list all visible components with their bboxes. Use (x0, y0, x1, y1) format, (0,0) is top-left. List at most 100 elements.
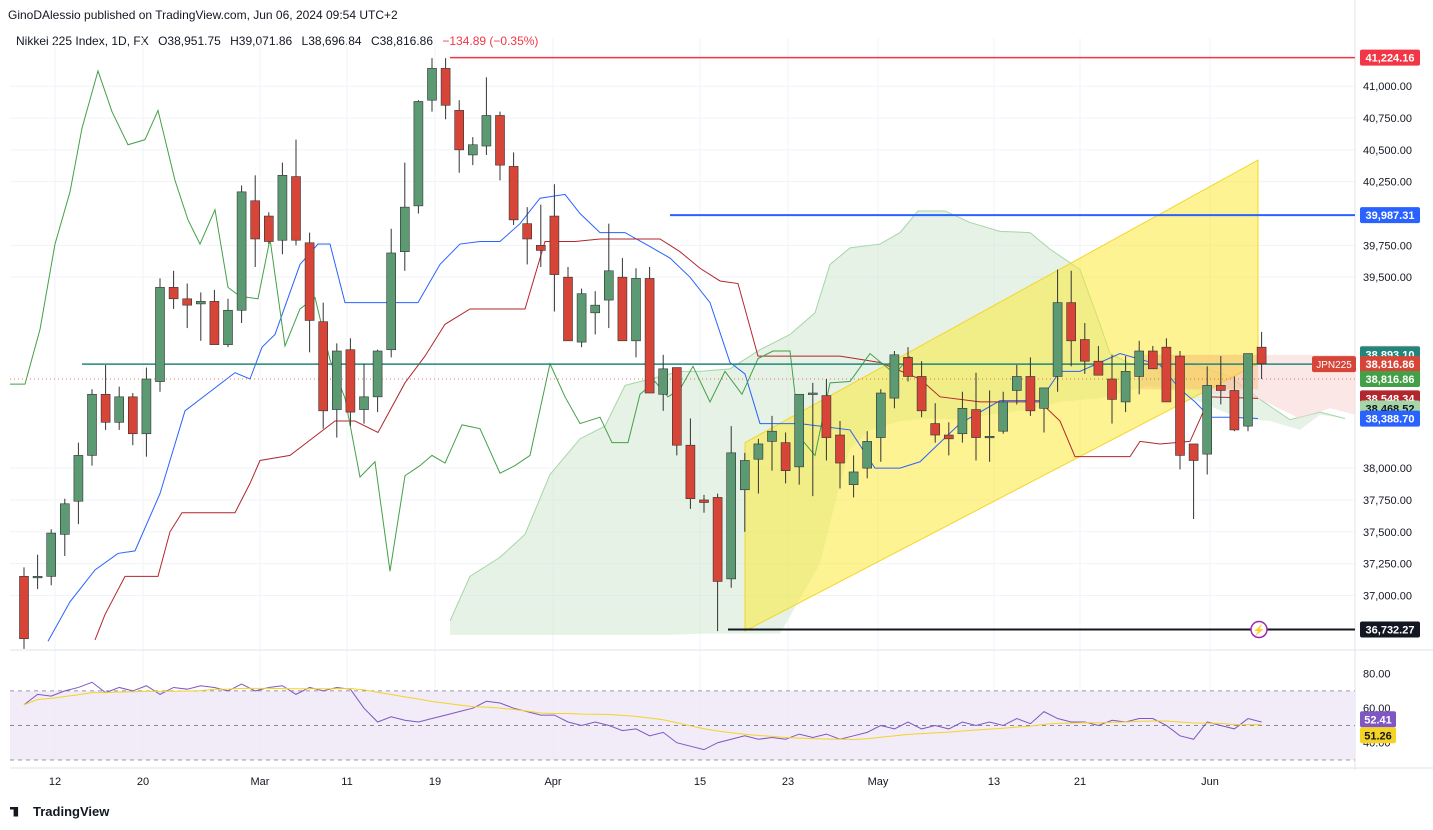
candle-body (128, 396, 138, 435)
price-label-bg (1360, 371, 1420, 388)
time-tick-label: 11 (341, 776, 352, 788)
price-label-bg (1360, 207, 1420, 224)
candle-body (617, 276, 628, 342)
symbol-tag-bg (1312, 356, 1356, 373)
time-tick-label: 13 (988, 776, 1000, 788)
symbol-name[interactable]: Nikkei 225 Index, 1D, FX (16, 34, 149, 48)
tenkan-sen-line (47, 193, 1259, 642)
candle-body (277, 175, 288, 241)
price-label-bg (1360, 346, 1420, 363)
price-label: 38,468.52 (1366, 403, 1415, 415)
indicator-lines (10, 69, 1259, 642)
price-label: 36,732.27 (1366, 625, 1415, 637)
candle-body (862, 441, 873, 469)
candle-body (291, 176, 301, 241)
candle-body (767, 430, 777, 442)
price-label-bg (1360, 390, 1420, 407)
time-tick-label: Mar (251, 776, 270, 788)
candle-body (971, 409, 981, 438)
candle-body (1229, 390, 1240, 431)
legend-high: H39,071.86 (230, 34, 293, 48)
price-label: 13:05:11 (1368, 371, 1411, 383)
candle-body (685, 444, 696, 499)
candle-body (576, 293, 587, 343)
candle-body (1216, 385, 1226, 391)
candle-body (331, 350, 342, 410)
candle-body (467, 144, 478, 156)
candle-body (903, 357, 913, 377)
brand-name: TradingView (33, 804, 110, 819)
rsi-tick-label: 80.00 (1363, 669, 1391, 681)
price-label: 41,224.16 (1366, 53, 1415, 65)
price-tick-label: 39,750.00 (1363, 240, 1412, 252)
candle-body (1080, 339, 1090, 362)
price-tick-label: 40,250.00 (1363, 177, 1412, 189)
price-label: 38,816.86 (1366, 374, 1415, 386)
candle-body (916, 376, 927, 412)
rsi-ma-line (23, 687, 1262, 741)
price-tick-label: 37,500.00 (1363, 527, 1412, 539)
ichimoku-cloud (449, 210, 1355, 635)
price-tick-label: 40,500.00 (1363, 145, 1412, 157)
price-label: 38,816.86 (1366, 359, 1415, 371)
candle-body (794, 393, 805, 468)
candle-body (1039, 387, 1049, 409)
candle-body (1120, 371, 1131, 403)
candle-body (780, 442, 791, 471)
candle-body (1134, 350, 1144, 377)
candle-body (563, 276, 573, 342)
candle-body (46, 532, 57, 577)
candle-body (440, 68, 451, 106)
candle-body (1175, 355, 1185, 456)
channel-fill (744, 159, 1259, 632)
price-label: 38,893.10 (1366, 349, 1415, 361)
time-tick-label: Apr (544, 776, 561, 788)
candle-body (399, 206, 410, 252)
candle-body (318, 321, 329, 412)
price-tick-label: 37,750.00 (1363, 495, 1412, 507)
candle-body (957, 407, 968, 435)
yellow-channel (744, 159, 1259, 632)
candle-body (141, 378, 152, 435)
candle-body (413, 101, 424, 207)
candle-body (100, 393, 111, 423)
price-tick-label: 37,250.00 (1363, 559, 1412, 571)
kijun-sen-line (94, 238, 1259, 641)
price-label: 39,987.31 (1366, 210, 1415, 222)
horizontal-levels: ⚡ (10, 56, 1355, 639)
candle-body (1148, 350, 1158, 370)
price-tick-label: 40,750.00 (1363, 113, 1412, 125)
price-label-bg (1360, 621, 1420, 638)
time-tick-label: 21 (1074, 776, 1086, 788)
candle-body (658, 368, 669, 395)
candle-body (1107, 378, 1117, 400)
candle-body (1052, 302, 1063, 377)
time-tick-label: 12 (49, 776, 61, 788)
candle-body (930, 423, 941, 436)
rsi-tick-label: 60.00 (1363, 703, 1391, 715)
rsi-tick-label: 40.00 (1363, 738, 1391, 750)
time-tick-label: 20 (137, 776, 149, 788)
rsi-value-label: 52.41 (1364, 714, 1392, 726)
candle-body (835, 434, 845, 464)
candle-body (481, 115, 492, 147)
highlight-box (1140, 354, 1258, 390)
rsi-band (10, 690, 1355, 760)
time-tick-label: 19 (429, 776, 441, 788)
tradingview-mark-icon (10, 806, 19, 817)
candle-body (196, 301, 206, 305)
rsi-value-bg (1360, 711, 1396, 728)
candle-body (359, 396, 369, 410)
candle-body (263, 215, 274, 242)
tradingview-logo[interactable]: TradingView (10, 804, 109, 819)
candle-body (590, 304, 601, 314)
price-tick-label: 38,000.00 (1363, 463, 1412, 475)
candle-body (631, 278, 641, 342)
candle-body (1066, 302, 1076, 342)
candle-body (1202, 385, 1212, 455)
candle-body (943, 434, 954, 440)
senkou-a-line (449, 210, 1346, 622)
candle-body (73, 455, 84, 502)
price-label-bg (1360, 400, 1420, 417)
